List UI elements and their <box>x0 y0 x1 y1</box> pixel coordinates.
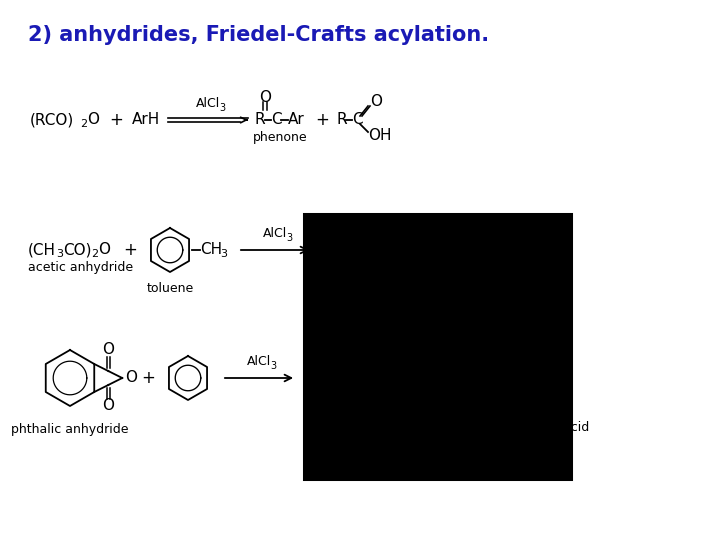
Text: 3: 3 <box>219 103 225 113</box>
Text: +: + <box>315 111 329 129</box>
Text: 3: 3 <box>442 249 449 259</box>
Text: -methylacetophenone: -methylacetophenone <box>394 286 531 299</box>
Text: O: O <box>344 220 356 235</box>
Text: 2: 2 <box>524 249 531 259</box>
Text: 3: 3 <box>220 249 227 259</box>
Text: O: O <box>98 242 110 258</box>
Text: H: H <box>316 242 328 258</box>
Text: CH: CH <box>422 242 444 258</box>
Text: OH: OH <box>444 386 468 401</box>
Text: AlCl: AlCl <box>196 97 220 110</box>
Text: 2) anhydrides, Friedel-Crafts acylation.: 2) anhydrides, Friedel-Crafts acylation. <box>28 25 489 45</box>
Text: O: O <box>125 370 138 386</box>
Text: +: + <box>109 111 123 129</box>
Text: +: + <box>123 241 137 259</box>
Text: C: C <box>352 112 363 127</box>
Text: O: O <box>423 318 436 333</box>
Text: CO: CO <box>503 242 526 258</box>
Text: CH: CH <box>200 242 222 258</box>
Text: 2: 2 <box>80 119 87 129</box>
Text: (RCO): (RCO) <box>30 112 74 127</box>
Text: R: R <box>336 112 346 127</box>
Text: H: H <box>531 242 542 258</box>
Text: C: C <box>426 386 437 401</box>
Text: 2: 2 <box>91 249 98 259</box>
Text: phenone: phenone <box>253 132 307 145</box>
Text: 3: 3 <box>496 249 503 259</box>
Text: +: + <box>455 241 469 259</box>
Text: Ar: Ar <box>288 112 305 127</box>
Text: 3: 3 <box>270 361 276 371</box>
Text: phthalic anhydride: phthalic anhydride <box>12 423 129 436</box>
Text: O: O <box>87 112 99 127</box>
Text: O: O <box>102 399 114 414</box>
Text: toluene: toluene <box>146 281 194 294</box>
Text: o-benzoylbenzoic acid: o-benzoylbenzoic acid <box>450 422 589 435</box>
Text: (CH: (CH <box>28 242 56 258</box>
Text: C: C <box>350 242 361 258</box>
Text: O: O <box>259 91 271 105</box>
Text: CO): CO) <box>63 242 91 258</box>
Text: 3: 3 <box>56 249 63 259</box>
Text: acetic anhydride: acetic anhydride <box>28 261 133 274</box>
Text: O: O <box>370 94 382 110</box>
Text: 3: 3 <box>326 249 333 259</box>
Text: C: C <box>426 340 436 354</box>
Text: AlCl: AlCl <box>247 355 271 368</box>
Text: R: R <box>255 112 266 127</box>
Text: AlCl: AlCl <box>263 227 287 240</box>
Text: C: C <box>333 242 343 258</box>
Text: OH: OH <box>368 129 392 144</box>
Text: 3: 3 <box>286 233 292 243</box>
Text: O: O <box>102 342 114 357</box>
Text: C: C <box>271 112 282 127</box>
Text: ArH: ArH <box>132 112 161 127</box>
Text: CH: CH <box>476 242 498 258</box>
Text: O: O <box>425 408 436 422</box>
Text: p: p <box>382 286 390 299</box>
Text: +: + <box>141 369 155 387</box>
